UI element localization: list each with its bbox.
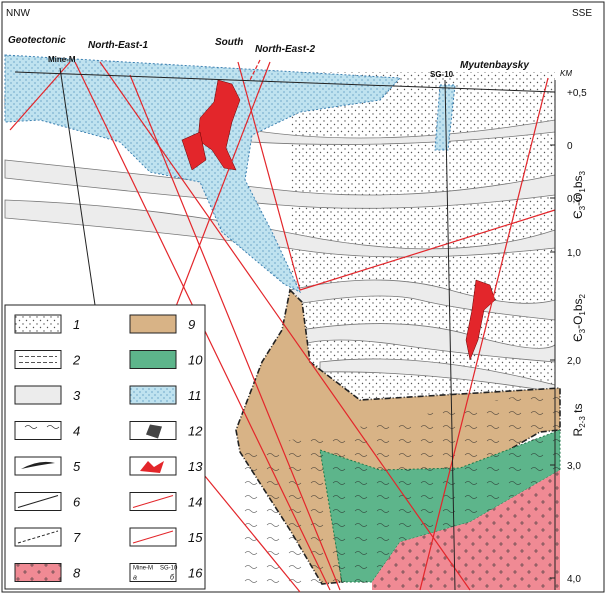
legend-swatch: [19, 356, 57, 363]
scale-label: 1,0: [567, 248, 581, 259]
direction: SSE: [572, 8, 592, 19]
section-label: South: [215, 37, 243, 48]
legend-swatch: [129, 314, 177, 334]
strata: [4, 94, 556, 393]
scale-label: 0: [567, 141, 573, 152]
legend-number: 13: [188, 459, 203, 474]
formation-label: Є3-O1bs3: [571, 170, 587, 219]
legend-swatch: [140, 461, 164, 473]
legend-number: 1: [73, 317, 80, 332]
formation-part: 1: [578, 311, 587, 316]
legend-number: 7: [73, 530, 81, 545]
formation-part: bs: [571, 298, 585, 311]
formation-part: 2: [578, 293, 587, 298]
formation-part: 3: [578, 328, 587, 333]
legend-sub: б: [170, 574, 175, 582]
formation-part: -O: [571, 193, 585, 206]
well-label: Mine-M: [48, 55, 76, 64]
legend-swatch: [129, 350, 177, 369]
legend-swatch: [17, 530, 59, 544]
well-label: SG-10: [430, 70, 454, 79]
formation-part: -O: [571, 316, 585, 329]
legend-number: 2: [72, 353, 81, 368]
legend-number: 11: [188, 388, 202, 403]
legend-swatch: [14, 314, 62, 334]
formation-part: 2-3: [578, 416, 587, 428]
legend-swatch: [14, 563, 62, 582]
well-sg10: [444, 79, 456, 591]
section-label: North-East-1: [88, 40, 148, 51]
legend-number: 3: [73, 388, 81, 403]
blue-zone: [4, 54, 402, 294]
formation-part: R: [571, 427, 585, 436]
legend-number: 9: [188, 317, 195, 332]
legend-swatch: [17, 495, 59, 508]
formation-part: 3: [578, 170, 587, 175]
legend-swatch: [14, 385, 62, 405]
legend-swatch: [14, 456, 62, 476]
granite: [372, 470, 560, 590]
formation-part: ts: [571, 404, 585, 417]
legend-swatch: [14, 350, 62, 369]
direction: NNW: [6, 8, 30, 19]
blue-zone: [434, 84, 456, 151]
section-label: North-East-2: [255, 44, 315, 55]
scale-label: 3,0: [567, 461, 581, 472]
legend-number: 5: [73, 459, 81, 474]
formation-label: Є3-O1bs2: [571, 293, 587, 342]
surface: [14, 71, 556, 93]
formation-part: 1: [578, 188, 587, 193]
scale-label: 0,5: [567, 194, 581, 205]
well-mine: [59, 67, 96, 306]
section-label: Myutenbaysky: [460, 60, 529, 71]
legend-number: 12: [188, 424, 203, 439]
formation-part: Є: [571, 210, 585, 219]
legend-sub: a: [133, 575, 137, 582]
section-label: Geotectonic: [8, 35, 66, 46]
legend-swatch: [146, 424, 162, 439]
legend-swatch: [129, 563, 177, 582]
legend-number: 15: [188, 530, 203, 545]
legend-number: 10: [188, 353, 203, 368]
scale-label: +0,5: [567, 88, 587, 99]
formation-label: R2-3 ts: [571, 404, 587, 437]
scale: +0,5 0 0,5 1,0 2,0 3,0 4,0: [550, 88, 587, 585]
legend-swatch: [132, 530, 174, 544]
legend-number: 6: [73, 495, 81, 510]
legend-well: Mine-M: [133, 566, 153, 572]
formation-part: Є: [571, 333, 585, 342]
ore-bodies: [181, 79, 496, 361]
scale-label: 4,0: [567, 574, 581, 585]
legend-number: 16: [188, 566, 203, 581]
legend-swatch: [129, 385, 177, 405]
legend-swatch: [14, 421, 62, 440]
legend-swatch: [132, 495, 174, 508]
legend-number: 4: [73, 424, 80, 439]
scale-unit: KM: [560, 69, 572, 78]
formation-part: 3: [578, 205, 587, 210]
legend-number: 8: [73, 566, 81, 581]
legend-swatch: [21, 461, 55, 469]
legend-well: SG-10: [160, 566, 178, 572]
legend-number: 14: [188, 495, 202, 510]
scale-label: 2,0: [567, 356, 581, 367]
formation-part: bs: [571, 175, 585, 188]
